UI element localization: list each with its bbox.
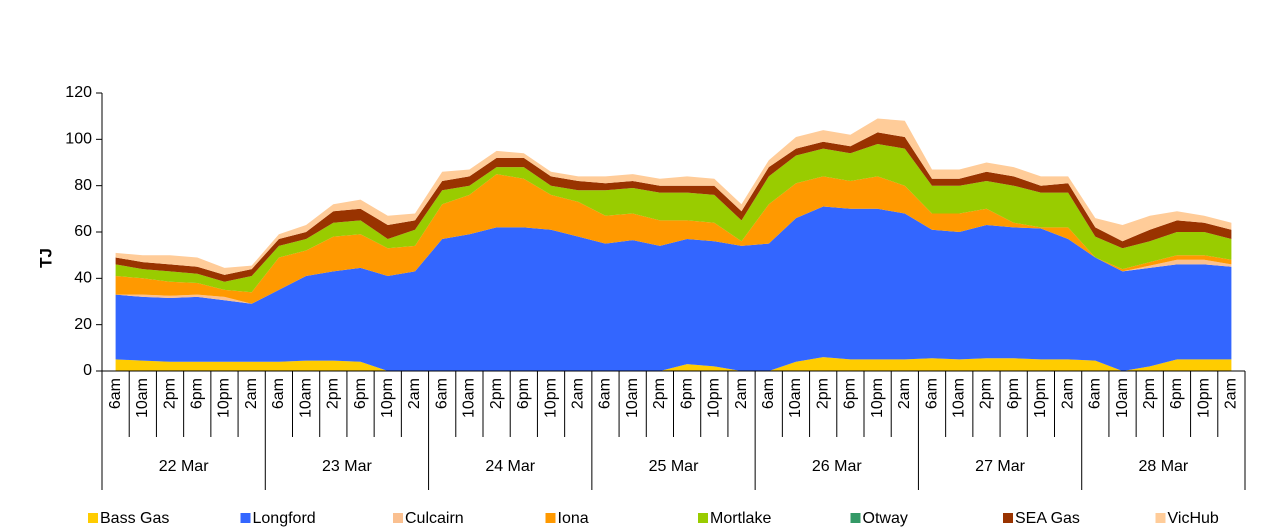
- legend-swatch: [88, 513, 98, 523]
- legend-swatch: [1003, 513, 1013, 523]
- x-tick-label: 10am: [297, 378, 314, 418]
- x-tick-label: 2am: [1223, 378, 1240, 409]
- x-tick-label: 6pm: [842, 378, 859, 409]
- x-tick-label: 10pm: [1032, 378, 1049, 418]
- x-tick-label: 6pm: [1005, 378, 1022, 409]
- x-tick-label: 6am: [597, 378, 614, 409]
- area: [115, 357, 1232, 371]
- legend-swatch: [393, 513, 403, 523]
- area: [115, 144, 1232, 293]
- y-tick-label: 20: [74, 316, 92, 333]
- x-tick-label: 2pm: [488, 378, 505, 409]
- x-tick-label: 6am: [433, 378, 450, 409]
- x-tick-label: 10pm: [706, 378, 723, 418]
- y-tick-label: 100: [65, 131, 92, 148]
- x-tick-label: 6am: [760, 378, 777, 409]
- x-tick-label: 10am: [461, 378, 478, 418]
- legend-label: VicHub: [1168, 510, 1219, 527]
- x-tick-label: 2am: [896, 378, 913, 409]
- y-tick-label: 0: [83, 362, 92, 379]
- x-group-label: 25 Mar: [649, 458, 699, 475]
- legend-label: Longford: [253, 510, 316, 527]
- y-tick-label: 120: [65, 84, 92, 101]
- legend-swatch: [1155, 513, 1166, 523]
- legend-swatch: [698, 513, 708, 523]
- x-tick-label: 2pm: [161, 378, 178, 409]
- legend-label: Iona: [558, 510, 589, 527]
- x-group-label: 24 Mar: [485, 458, 535, 475]
- x-tick-label: 6am: [270, 378, 287, 409]
- legend-swatch: [545, 513, 556, 523]
- x-tick-label: 6am: [923, 378, 940, 409]
- x-group-label: 23 Mar: [322, 458, 372, 475]
- x-tick-label: 2pm: [814, 378, 831, 409]
- x-tick-label: 2am: [1059, 378, 1076, 409]
- x-tick-label: 6pm: [188, 378, 205, 409]
- x-group-label: 27 Mar: [975, 458, 1025, 475]
- x-tick-label: 10pm: [542, 378, 559, 418]
- x-tick-label: 2pm: [978, 378, 995, 409]
- x-tick-label: 10am: [1114, 378, 1131, 418]
- x-tick-label: 6pm: [678, 378, 695, 409]
- legend-label: Mortlake: [710, 510, 771, 527]
- legend-label: Culcairn: [405, 510, 464, 527]
- legend-swatch: [850, 513, 861, 523]
- y-axis-label: TJ: [36, 248, 55, 268]
- x-tick-label: 6am: [1087, 378, 1104, 409]
- legend-swatch: [240, 513, 251, 523]
- x-tick-label: 2am: [733, 378, 750, 409]
- x-tick-label: 10am: [134, 378, 151, 418]
- x-tick-label: 10pm: [379, 378, 396, 418]
- x-tick-label: 2am: [406, 378, 423, 409]
- x-group-label: 28 Mar: [1138, 458, 1188, 475]
- legend-label: Otway: [863, 510, 908, 527]
- x-group-label: 26 Mar: [812, 458, 862, 475]
- x-tick-label: 2pm: [325, 378, 342, 409]
- x-tick-label: 10am: [787, 378, 804, 418]
- x-tick-label: 6am: [107, 378, 124, 409]
- x-group-label: 22 Mar: [159, 458, 209, 475]
- x-tick-label: 2pm: [651, 378, 668, 409]
- x-tick-label: 2am: [569, 378, 586, 409]
- area: [115, 206, 1232, 371]
- x-tick-label: 6pm: [352, 378, 369, 409]
- y-tick-label: 40: [74, 270, 92, 287]
- x-tick-label: 10am: [950, 378, 967, 418]
- x-tick-label: 2am: [243, 378, 260, 409]
- x-tick-label: 10pm: [1195, 378, 1212, 418]
- x-tick-label: 2pm: [1141, 378, 1158, 409]
- x-tick-label: 10pm: [869, 378, 886, 418]
- x-tick-label: 6pm: [515, 378, 532, 409]
- legend-label: Bass Gas: [100, 510, 169, 527]
- x-tick-label: 10am: [624, 378, 641, 418]
- x-tick-label: 10pm: [216, 378, 233, 418]
- legend-label: SEA Gas: [1015, 510, 1080, 527]
- y-tick-label: 60: [74, 223, 92, 240]
- area: [115, 174, 1232, 304]
- y-tick-label: 80: [74, 177, 92, 194]
- x-tick-label: 6pm: [1168, 378, 1185, 409]
